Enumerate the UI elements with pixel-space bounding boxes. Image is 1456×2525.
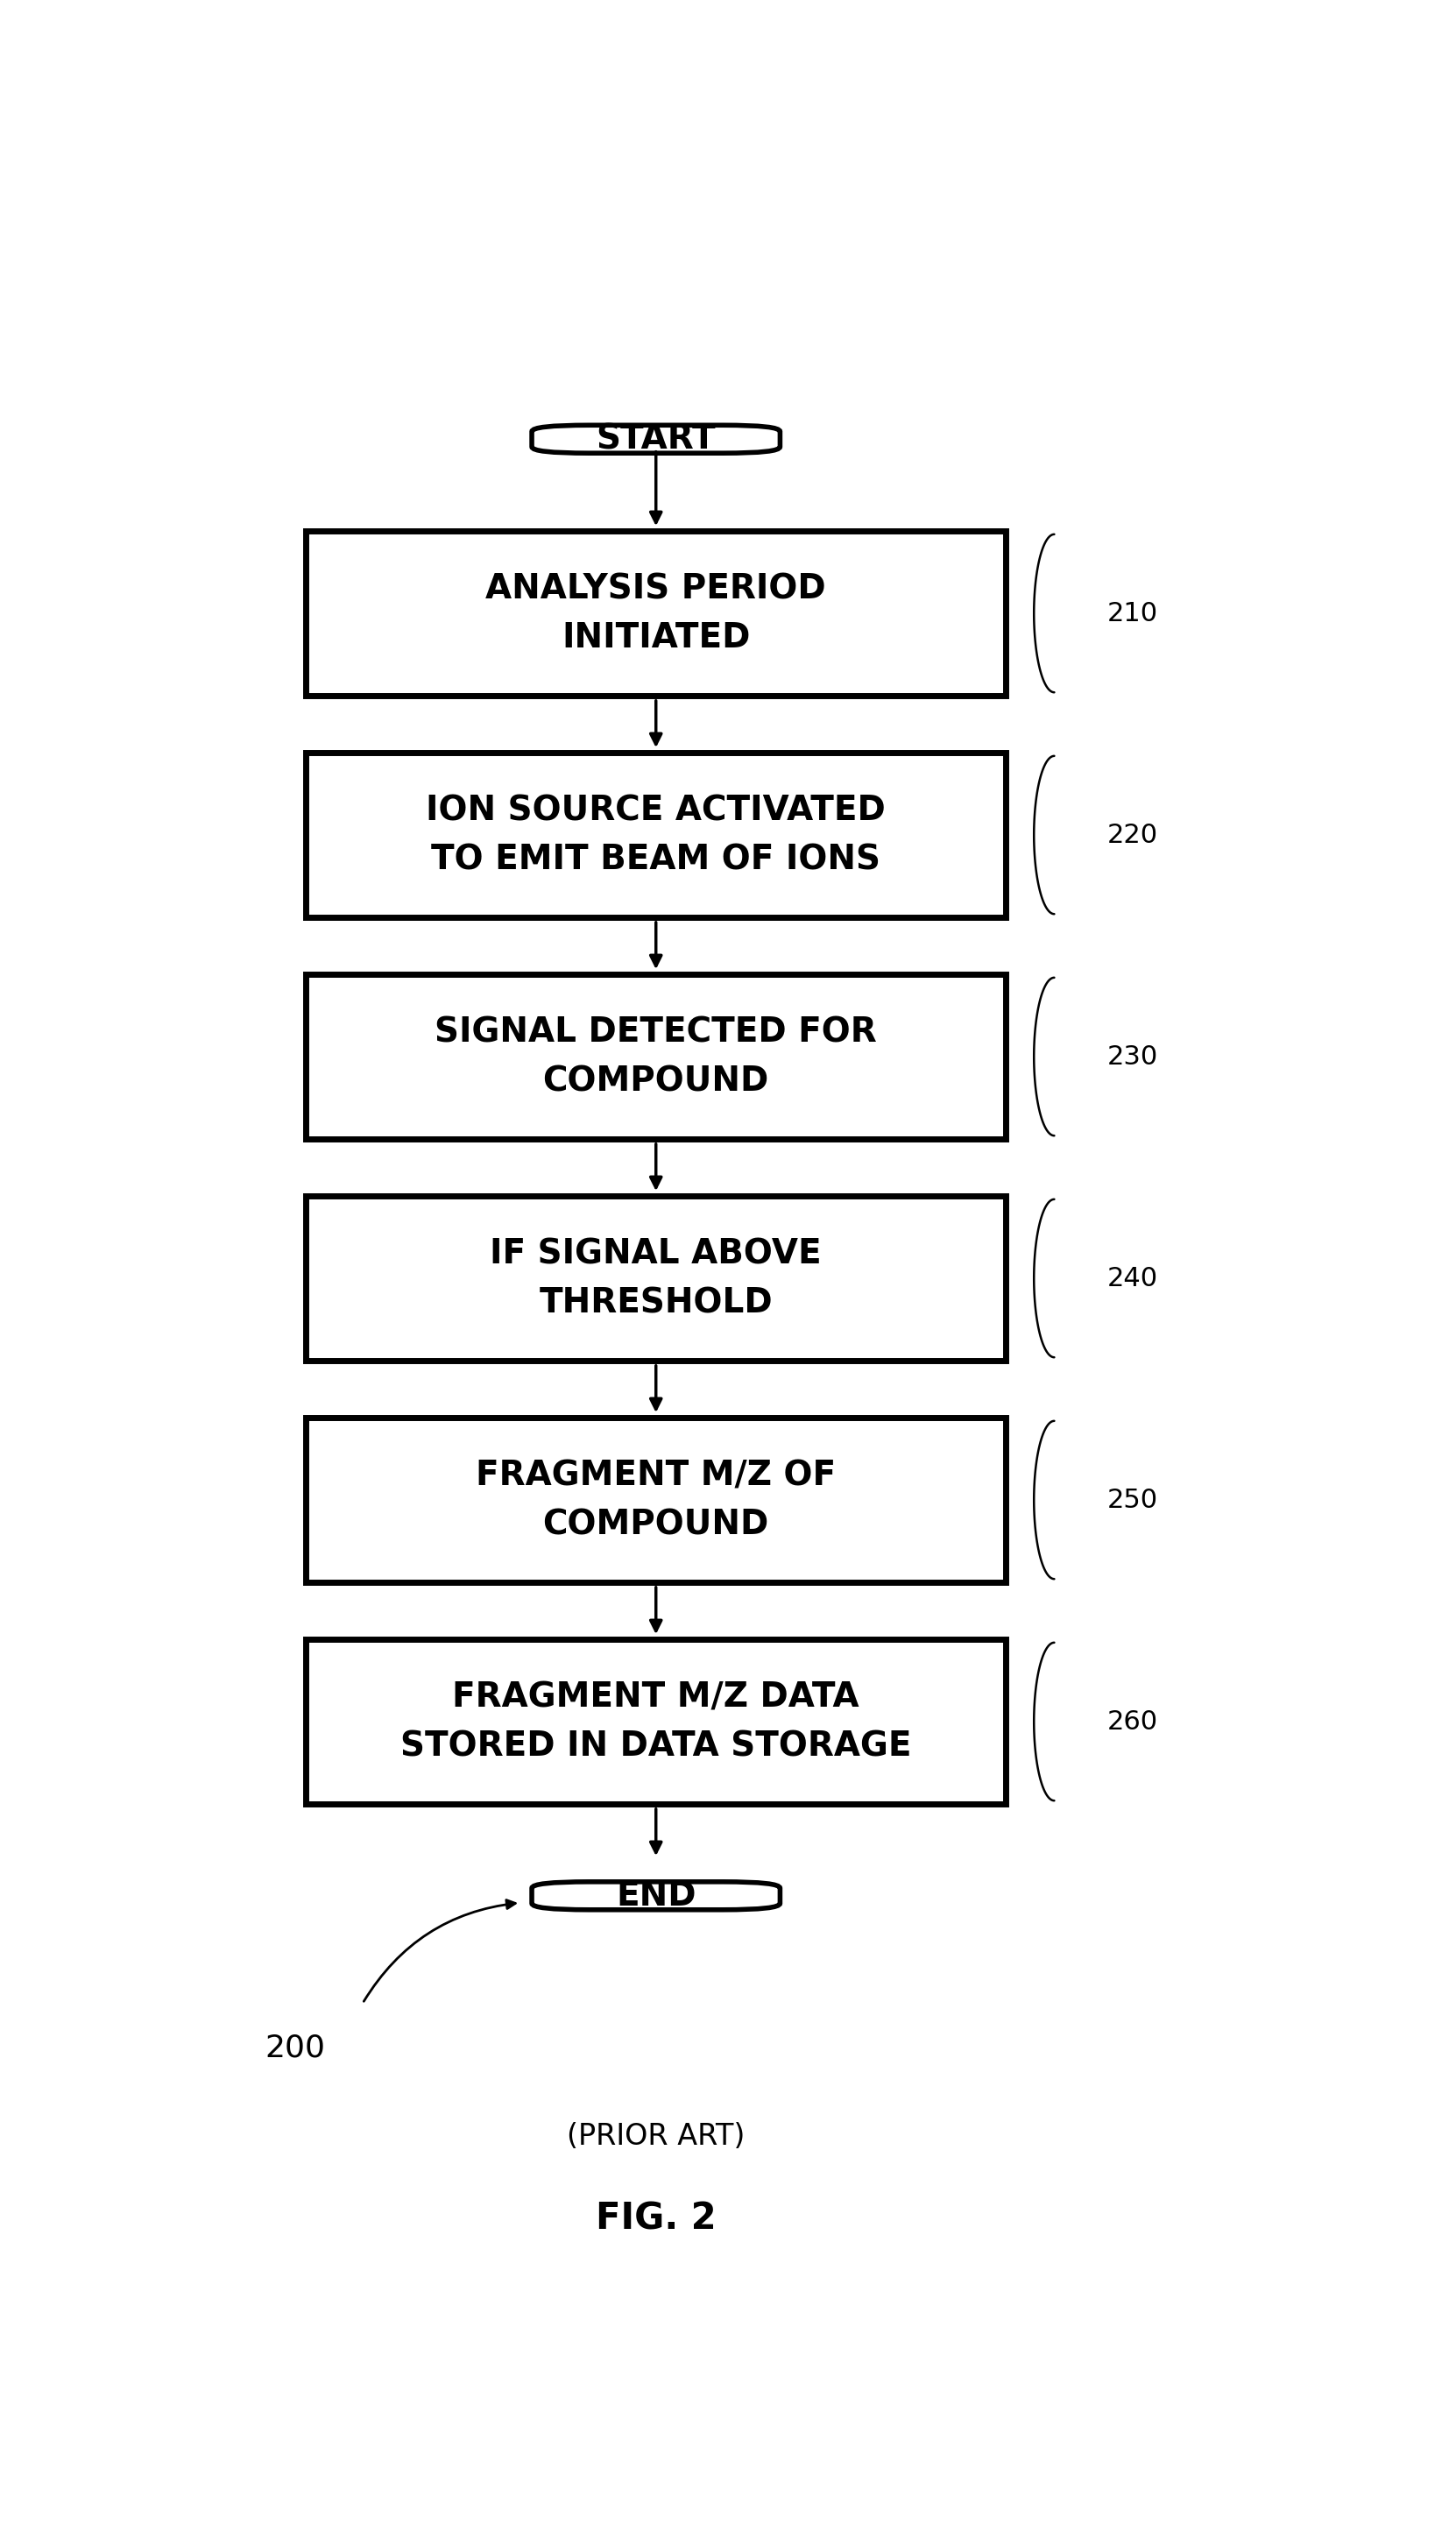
Text: FIG. 2: FIG. 2 bbox=[596, 2199, 716, 2237]
Text: FRAGMENT M/Z DATA
STORED IN DATA STORAGE: FRAGMENT M/Z DATA STORED IN DATA STORAGE bbox=[400, 1682, 911, 1762]
FancyBboxPatch shape bbox=[306, 530, 1006, 697]
FancyBboxPatch shape bbox=[306, 752, 1006, 917]
Text: 250: 250 bbox=[1108, 1487, 1158, 1512]
Text: 260: 260 bbox=[1108, 1709, 1158, 1735]
Text: FRAGMENT M/Z OF
COMPOUND: FRAGMENT M/Z OF COMPOUND bbox=[476, 1459, 836, 1540]
Text: 210: 210 bbox=[1108, 601, 1158, 626]
FancyBboxPatch shape bbox=[306, 975, 1006, 1139]
Text: 220: 220 bbox=[1108, 823, 1158, 848]
FancyBboxPatch shape bbox=[306, 1197, 1006, 1361]
FancyBboxPatch shape bbox=[306, 1639, 1006, 1803]
Text: ION SOURCE ACTIVATED
TO EMIT BEAM OF IONS: ION SOURCE ACTIVATED TO EMIT BEAM OF ION… bbox=[427, 793, 885, 876]
FancyBboxPatch shape bbox=[531, 1881, 780, 1909]
Text: 200: 200 bbox=[265, 2033, 325, 2063]
FancyBboxPatch shape bbox=[531, 424, 780, 452]
Text: END: END bbox=[616, 1879, 696, 1911]
Text: SIGNAL DETECTED FOR
COMPOUND: SIGNAL DETECTED FOR COMPOUND bbox=[435, 1015, 877, 1098]
Text: (PRIOR ART): (PRIOR ART) bbox=[566, 2121, 745, 2151]
Text: ANALYSIS PERIOD
INITIATED: ANALYSIS PERIOD INITIATED bbox=[486, 573, 826, 654]
Text: 230: 230 bbox=[1108, 1043, 1159, 1071]
Text: IF SIGNAL ABOVE
THRESHOLD: IF SIGNAL ABOVE THRESHOLD bbox=[491, 1237, 821, 1321]
Text: START: START bbox=[596, 422, 716, 457]
FancyBboxPatch shape bbox=[306, 1417, 1006, 1583]
Text: 240: 240 bbox=[1108, 1265, 1158, 1290]
